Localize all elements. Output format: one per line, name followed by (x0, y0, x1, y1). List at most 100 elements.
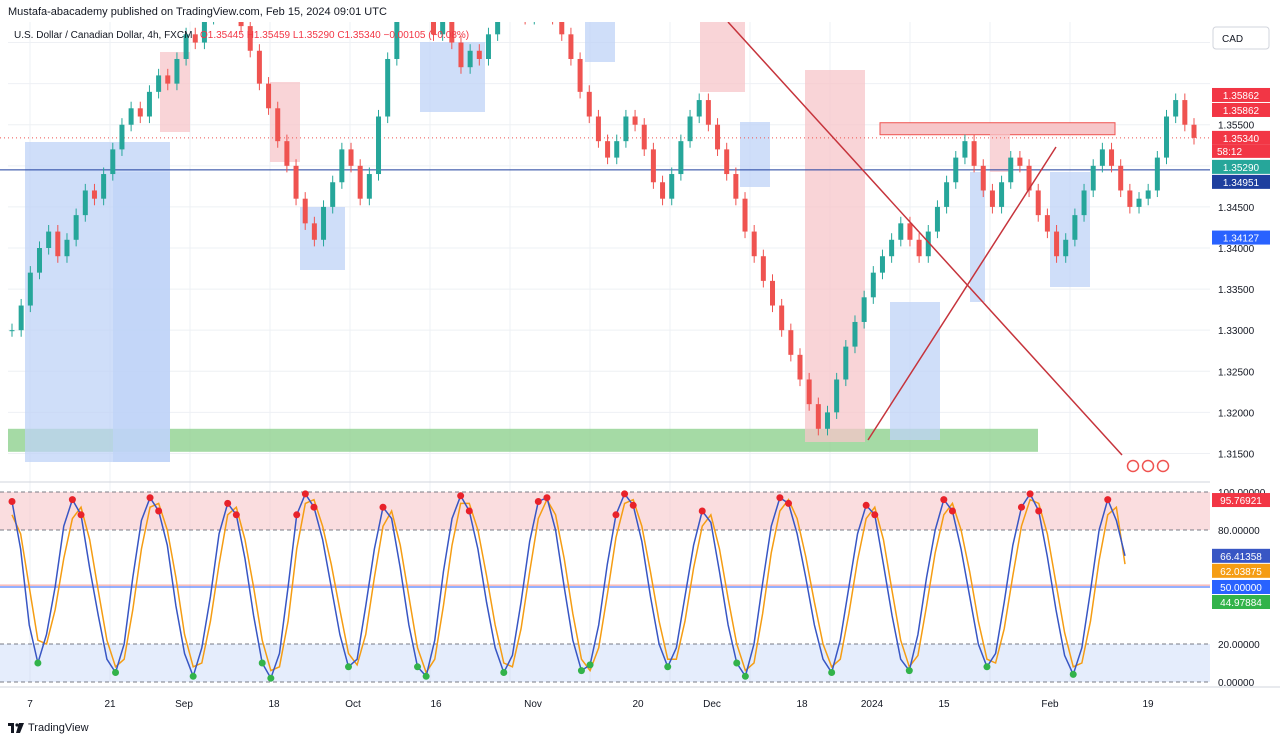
overbought-dot (8, 498, 16, 505)
candle-body (760, 256, 766, 281)
candle-body (275, 108, 281, 142)
overbought-dot (543, 494, 551, 502)
oversold-dot (258, 659, 266, 667)
candle-body (128, 108, 134, 125)
candle-body (595, 116, 601, 142)
oversold-dot (34, 659, 42, 667)
overbought-dot (629, 501, 637, 509)
candle-body (843, 346, 849, 380)
countdown-label: 58:12 (1217, 147, 1242, 158)
oversold-dot (112, 669, 120, 676)
x-tick-label: 19 (1142, 699, 1154, 710)
candle-body (192, 34, 198, 43)
zone-block (990, 132, 1010, 172)
candle-body (101, 174, 107, 199)
candle-body (678, 141, 684, 175)
overbought-band (0, 492, 1210, 530)
trend-line-down (727, 22, 1123, 456)
candle-body (1154, 157, 1160, 191)
candle-body (586, 91, 592, 117)
candle-body (137, 108, 143, 117)
overbought-dot (534, 498, 542, 505)
event-flag-icon (1141, 459, 1155, 473)
osc-value-label: 44.97884 (1220, 598, 1262, 609)
candle-body (476, 50, 482, 59)
candle-body (715, 124, 721, 150)
candle-body (614, 141, 620, 158)
candle-body (1127, 190, 1133, 207)
overbought-dot (146, 494, 154, 502)
x-tick-label: Sep (175, 699, 193, 710)
oversold-dot (664, 663, 672, 671)
candle-body (797, 354, 803, 380)
overbought-dot (612, 511, 620, 519)
candle-body (898, 223, 904, 240)
candle-body (311, 223, 317, 240)
overbought-dot (940, 496, 948, 504)
chart-canvas[interactable]: U.S. Dollar / Canadian Dollar, 4h, FXCM O… (0, 22, 1280, 722)
candle-body (357, 165, 363, 199)
y-tick-label: 1.34500 (1218, 203, 1255, 214)
overbought-dot (77, 511, 85, 519)
candle-body (440, 22, 446, 35)
candle-body (724, 149, 730, 175)
overbought-dot (785, 499, 793, 507)
x-tick-label: 21 (104, 699, 116, 710)
overbought-dot (293, 511, 301, 519)
overbought-dot (155, 507, 163, 515)
candle-body (944, 182, 950, 207)
zone-block (890, 302, 940, 440)
candle-body (27, 272, 33, 306)
candle-body (934, 206, 940, 232)
osc-value-bg (1212, 548, 1270, 563)
candle-body (1173, 100, 1179, 117)
x-tick-label: Feb (1041, 699, 1059, 710)
price-label: 1.35862 (1223, 91, 1260, 102)
candle-body (971, 141, 977, 166)
candle-body (733, 174, 739, 199)
candle-body (36, 248, 42, 273)
candle-body (348, 149, 354, 166)
trend-line-up (867, 146, 1057, 441)
candle-body (1017, 157, 1023, 166)
oversold-dot (414, 663, 422, 671)
x-tick-label: Nov (524, 699, 542, 710)
candle-body (907, 223, 913, 240)
candle-body (46, 231, 52, 248)
candle-body (1035, 190, 1041, 216)
candle-body (568, 34, 574, 59)
osc-tick-label: 80.00000 (1218, 526, 1260, 537)
overbought-dot (465, 507, 473, 515)
price-label-bg (1212, 159, 1270, 174)
overbought-dot (379, 503, 387, 511)
event-flag-icon (1156, 459, 1170, 473)
candle-body (953, 157, 959, 183)
zone-block (113, 172, 170, 462)
candle-body (861, 297, 867, 322)
overbought-dot (457, 492, 465, 500)
ohlc-readout: O1.35445 H1.35459 L1.35290 C1.35340 −0.0… (200, 30, 469, 41)
candle-body (999, 182, 1005, 207)
overbought-dot (862, 501, 870, 509)
price-label: 1.34951 (1223, 178, 1260, 189)
y-tick-label: 1.35500 (1218, 121, 1255, 132)
candle-body (834, 379, 840, 413)
candle-body (705, 100, 711, 125)
x-tick-label: 2024 (861, 699, 884, 710)
oversold-dot (344, 663, 352, 671)
candle-body (559, 22, 565, 35)
candle-body (1072, 215, 1078, 240)
currency-label: CAD (1222, 34, 1243, 45)
osc-value-label: 62.03875 (1220, 567, 1262, 578)
candle-body (1099, 149, 1105, 166)
y-tick-label: 1.31500 (1218, 449, 1255, 460)
overbought-dot (310, 503, 318, 511)
tradingview-brand[interactable]: TradingView (8, 722, 89, 734)
osc-value-label: 50.00000 (1220, 583, 1262, 594)
currency-selector[interactable] (1212, 26, 1270, 50)
candle-body (1191, 124, 1197, 138)
candle-body (73, 215, 79, 240)
x-tick-label: Oct (345, 699, 361, 710)
candle-body (430, 22, 436, 35)
candle-body (1026, 165, 1032, 191)
